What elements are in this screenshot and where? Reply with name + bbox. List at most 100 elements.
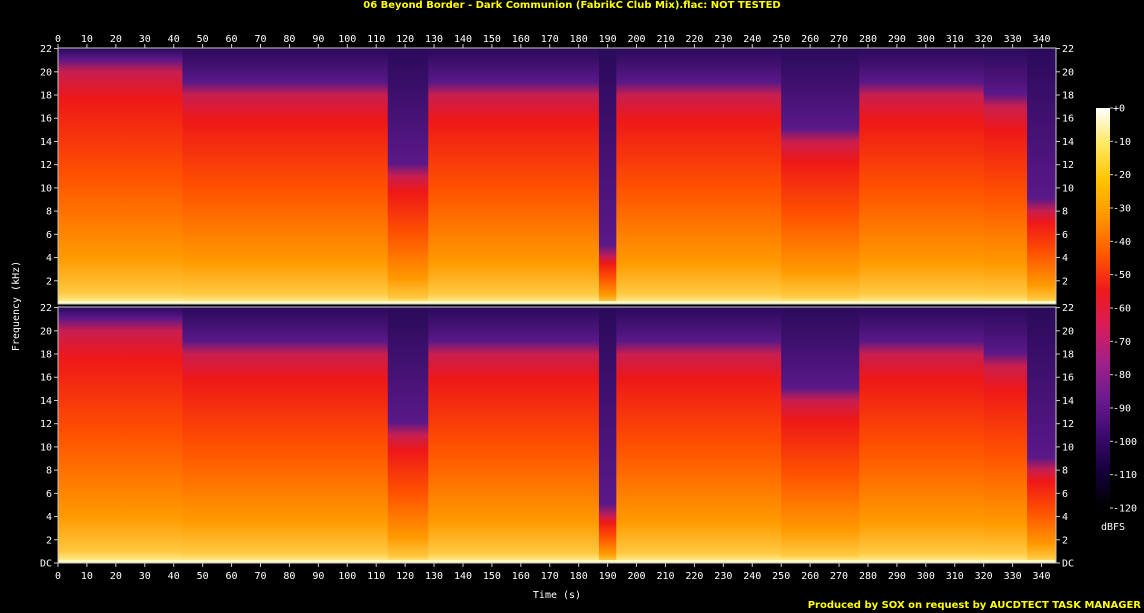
y-tick-label-left: 4 bbox=[46, 512, 52, 523]
x-tick-label-top: 300 bbox=[917, 34, 935, 45]
colorbar-tick-label: -100 bbox=[1113, 437, 1137, 448]
y-tick-label-left: 8 bbox=[46, 207, 52, 218]
x-tick-label-top: 180 bbox=[570, 34, 588, 45]
y-tick-label-left: 20 bbox=[40, 326, 52, 337]
colorbar-tick-label: -110 bbox=[1113, 470, 1137, 481]
x-tick-label-top: 210 bbox=[656, 34, 674, 45]
spectral-segment bbox=[983, 48, 1028, 304]
x-tick-label-bottom: 320 bbox=[975, 571, 993, 582]
colorbar-tick-label: -10 bbox=[1113, 137, 1131, 148]
spectral-segment bbox=[781, 307, 860, 563]
x-tick-label-top: 260 bbox=[801, 34, 819, 45]
x-tick-label-top: 330 bbox=[1004, 34, 1022, 45]
y-tick-label-left: 18 bbox=[40, 350, 52, 361]
plot-frame bbox=[57, 47, 1057, 305]
spectral-segment bbox=[387, 307, 429, 563]
x-tick-label-bottom: 300 bbox=[917, 571, 935, 582]
spectral-segment bbox=[859, 48, 985, 304]
y-tick-label-right: 12 bbox=[1062, 419, 1074, 430]
spectral-segment bbox=[616, 307, 782, 563]
x-tick-label-top: 20 bbox=[110, 34, 122, 45]
x-tick-label-top: 240 bbox=[743, 34, 761, 45]
colorbar-tick-label: +0 bbox=[1113, 104, 1125, 115]
y-tick-label-left: 16 bbox=[40, 114, 52, 125]
spectral-segment bbox=[1027, 48, 1057, 304]
x-tick-label-bottom: 150 bbox=[483, 571, 501, 582]
y-tick-label-right: 16 bbox=[1062, 114, 1074, 125]
y-tick-label-right: 18 bbox=[1062, 91, 1074, 102]
x-tick-label-top: 150 bbox=[483, 34, 501, 45]
colorbar-tick-label: -90 bbox=[1113, 404, 1131, 415]
spectrogram-channel-right bbox=[58, 307, 1057, 563]
y-tick-label-left: 2 bbox=[46, 535, 52, 546]
y-tick-label-left: 12 bbox=[40, 419, 52, 430]
x-tick-label-top: 310 bbox=[946, 34, 964, 45]
y-tick-label-right: 10 bbox=[1062, 442, 1074, 453]
x-tick-label-top: 160 bbox=[512, 34, 530, 45]
x-tick-label-bottom: 280 bbox=[859, 571, 877, 582]
x-tick-label-bottom: 10 bbox=[81, 571, 93, 582]
x-tick-label-top: 220 bbox=[685, 34, 703, 45]
y-tick-label-right: 18 bbox=[1062, 350, 1074, 361]
x-tick-label-bottom: 120 bbox=[396, 571, 414, 582]
x-tick-label-top: 10 bbox=[81, 34, 93, 45]
y-tick-label-left: 10 bbox=[40, 442, 52, 453]
colorbar-tick-label: -70 bbox=[1113, 337, 1131, 348]
y-tick-label-left: 6 bbox=[46, 230, 52, 241]
y-tick-label-left: 8 bbox=[46, 466, 52, 477]
y-tick-label-right: 16 bbox=[1062, 373, 1074, 384]
x-tick-label-bottom: 60 bbox=[226, 571, 238, 582]
x-tick-label-top: 90 bbox=[312, 34, 324, 45]
x-tick-label-bottom: 100 bbox=[338, 571, 356, 582]
x-tick-label-top: 120 bbox=[396, 34, 414, 45]
chart-title: 06 Beyond Border - Dark Communion (Fabri… bbox=[363, 0, 781, 11]
spectral-segment bbox=[1027, 307, 1057, 563]
y-tick-label-right: 20 bbox=[1062, 67, 1074, 78]
y-tick-label-right: 14 bbox=[1062, 396, 1074, 407]
y-tick-label-left: 10 bbox=[40, 183, 52, 194]
y-tick-label-right: 12 bbox=[1062, 160, 1074, 171]
x-tick-label-bottom: 20 bbox=[110, 571, 122, 582]
x-tick-label-top: 60 bbox=[226, 34, 238, 45]
dc-band bbox=[58, 301, 1056, 304]
x-tick-label-bottom: 50 bbox=[197, 571, 209, 582]
x-axis-label: Time (s) bbox=[533, 590, 581, 601]
x-tick-label-top: 280 bbox=[859, 34, 877, 45]
x-tick-label-bottom: 340 bbox=[1033, 571, 1051, 582]
y-tick-label-left: DC bbox=[40, 559, 52, 570]
x-tick-label-bottom: 250 bbox=[772, 571, 790, 582]
colorbar-tick-label: -120 bbox=[1113, 504, 1137, 515]
x-tick-label-top: 100 bbox=[338, 34, 356, 45]
y-tick-label-right: 2 bbox=[1062, 535, 1068, 546]
y-tick-label-right: 22 bbox=[1062, 44, 1074, 55]
x-tick-label-top: 320 bbox=[975, 34, 993, 45]
x-tick-label-bottom: 210 bbox=[656, 571, 674, 582]
x-tick-label-top: 40 bbox=[168, 34, 180, 45]
x-tick-label-bottom: 220 bbox=[685, 571, 703, 582]
x-tick-label-top: 250 bbox=[772, 34, 790, 45]
spectral-segment bbox=[182, 48, 389, 304]
y-tick-label-right: 20 bbox=[1062, 326, 1074, 337]
x-tick-label-bottom: 40 bbox=[168, 571, 180, 582]
y-tick-label-left: 2 bbox=[46, 276, 52, 287]
x-tick-label-top: 170 bbox=[541, 34, 559, 45]
y-tick-label-left: 6 bbox=[46, 489, 52, 500]
x-tick-label-bottom: 180 bbox=[570, 571, 588, 582]
x-tick-label-top: 200 bbox=[628, 34, 646, 45]
x-tick-label-bottom: 90 bbox=[312, 571, 324, 582]
x-tick-label-top: 30 bbox=[139, 34, 151, 45]
colorbar-tick-label: -80 bbox=[1113, 370, 1131, 381]
y-tick-label-right: 6 bbox=[1062, 489, 1068, 500]
x-tick-label-top: 50 bbox=[197, 34, 209, 45]
x-tick-label-top: 70 bbox=[254, 34, 266, 45]
x-tick-label-bottom: 270 bbox=[830, 571, 848, 582]
y-tick-label-left: 22 bbox=[40, 303, 52, 314]
x-tick-label-bottom: 190 bbox=[599, 571, 617, 582]
colorbar-unit-label: dBFS bbox=[1101, 522, 1125, 533]
x-tick-label-top: 80 bbox=[283, 34, 295, 45]
x-tick-label-top: 290 bbox=[888, 34, 906, 45]
x-tick-label-bottom: 80 bbox=[283, 571, 295, 582]
colorbar-tick-label: -60 bbox=[1113, 304, 1131, 315]
spectral-segment bbox=[859, 307, 985, 563]
spectrogram-channel-left bbox=[58, 48, 1057, 304]
